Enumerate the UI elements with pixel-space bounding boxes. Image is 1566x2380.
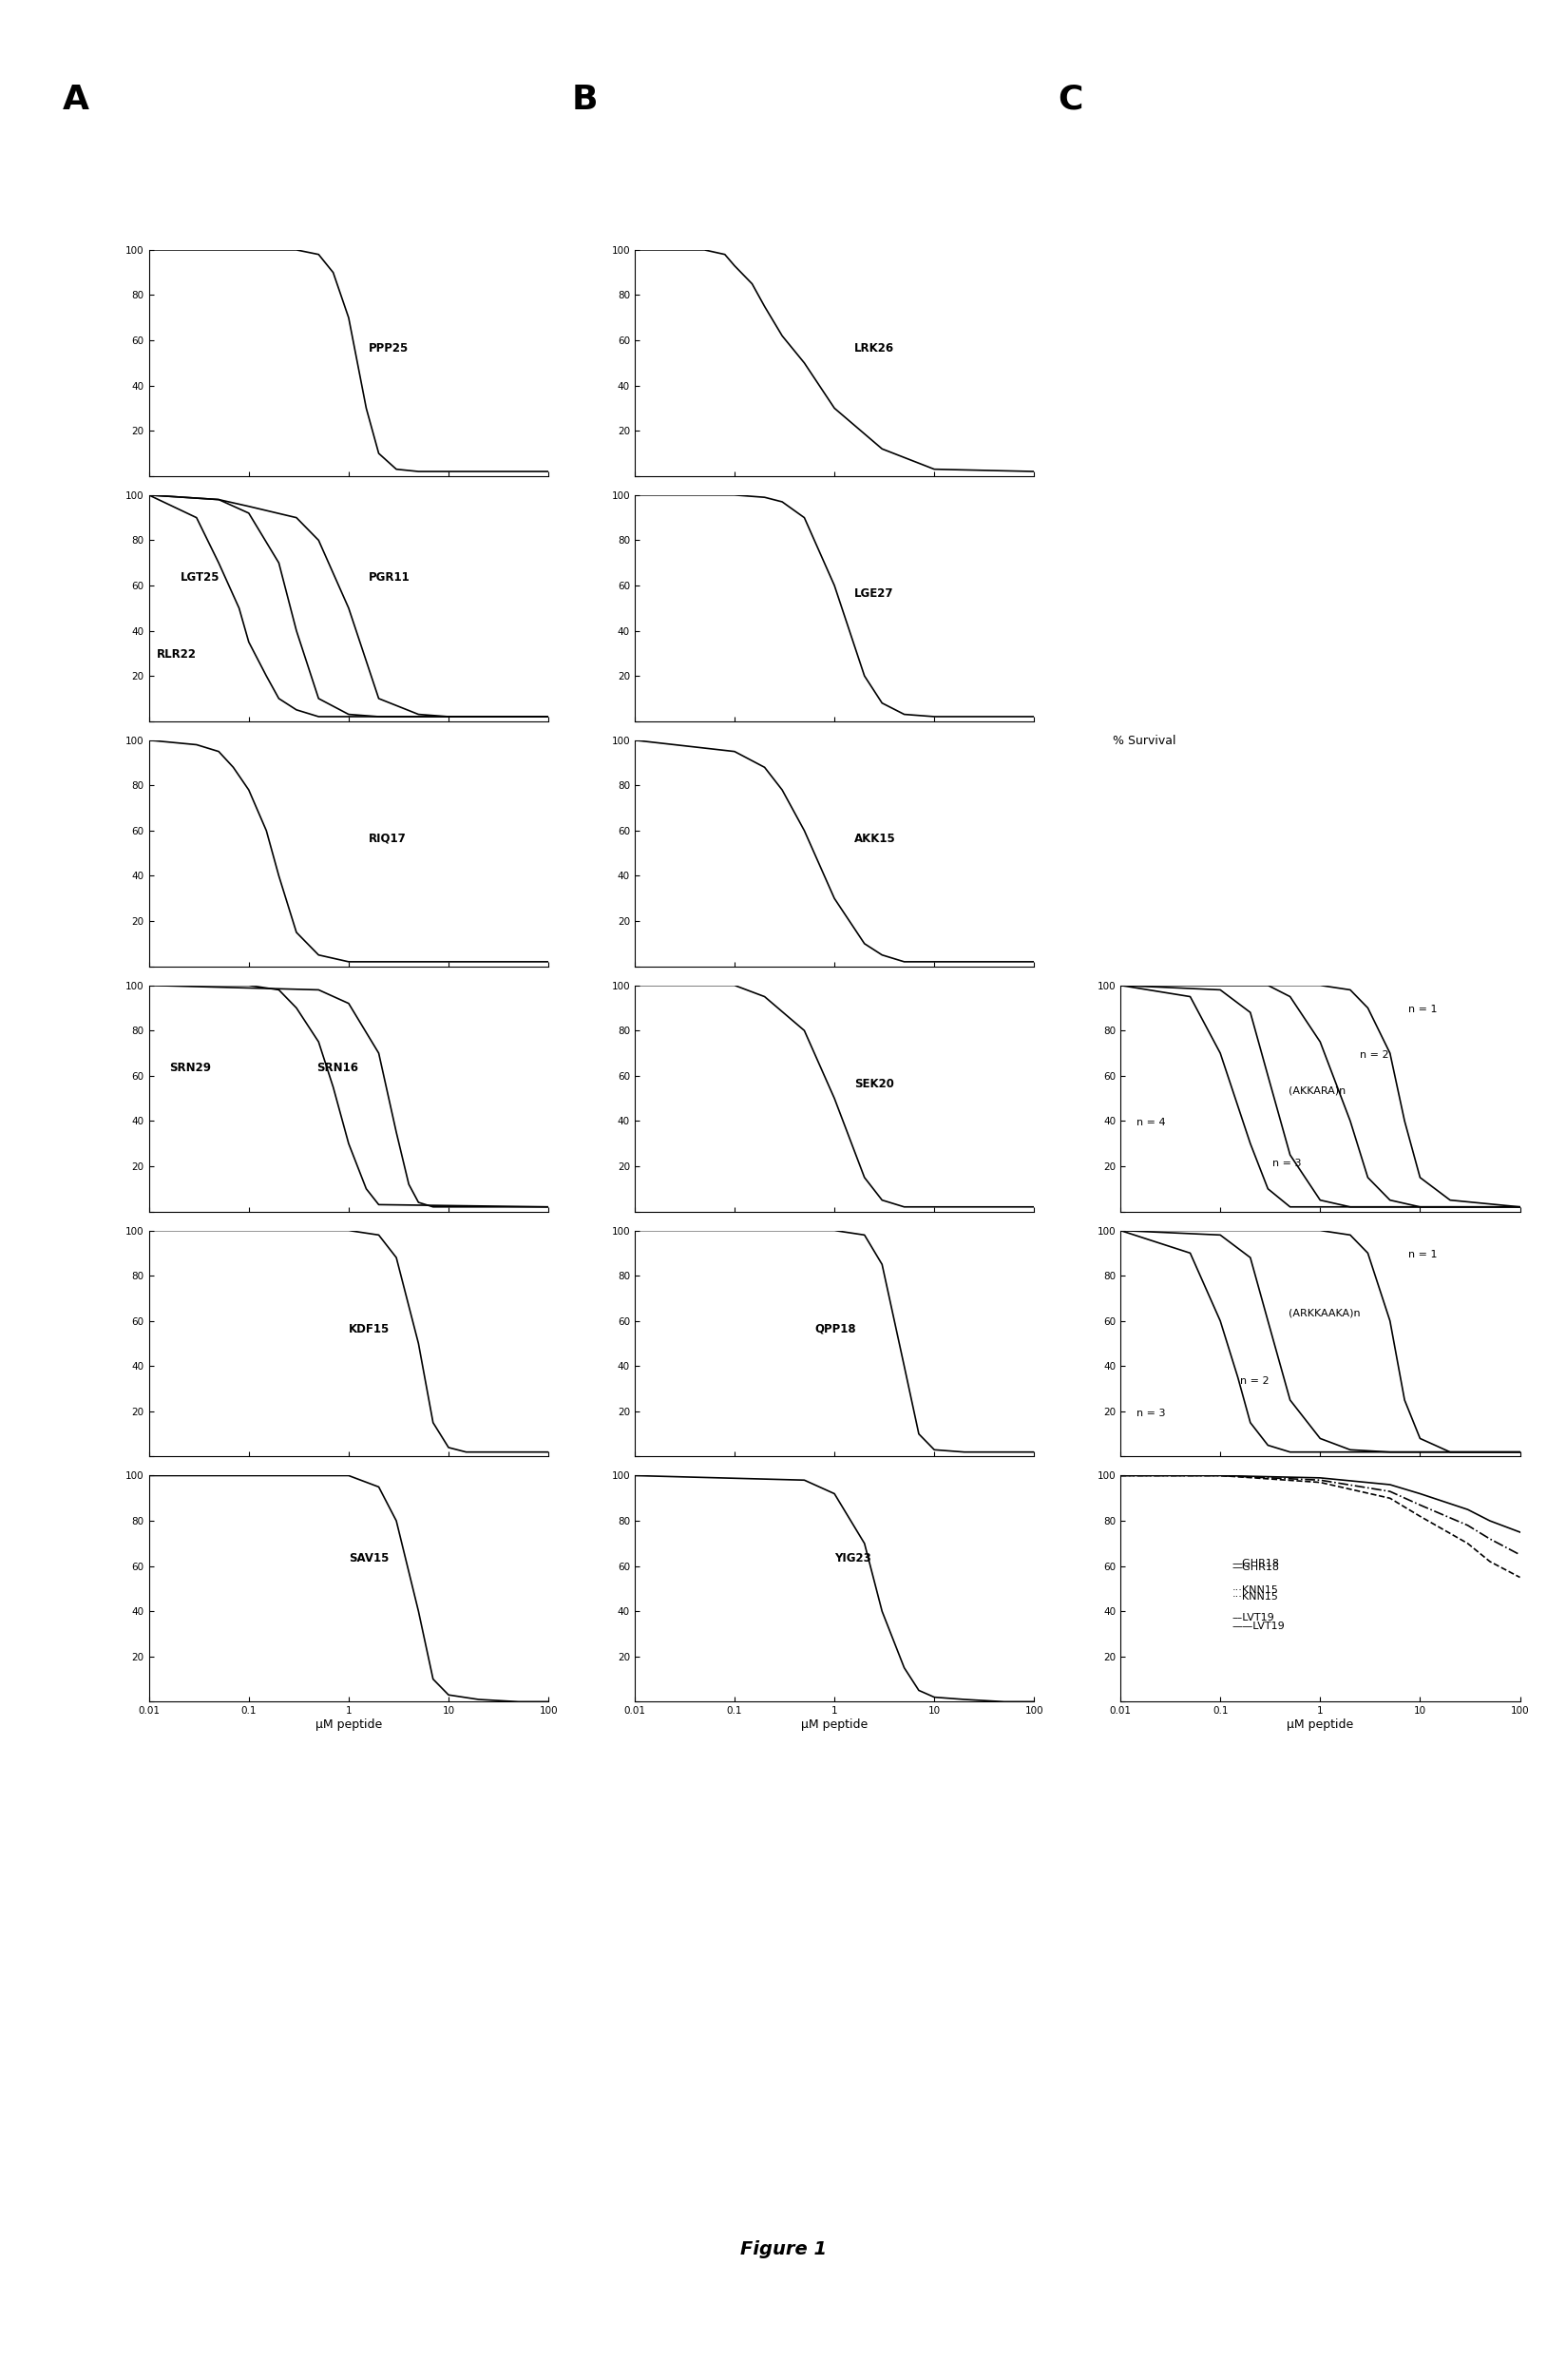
Text: n = 2: n = 2 xyxy=(1240,1376,1268,1385)
Text: n = 3: n = 3 xyxy=(1272,1159,1300,1169)
Text: n = 1: n = 1 xyxy=(1408,1250,1436,1259)
Text: RIQ17: RIQ17 xyxy=(368,833,406,845)
Text: A: A xyxy=(63,83,89,117)
X-axis label: μM peptide: μM peptide xyxy=(315,1718,382,1730)
X-axis label: μM peptide: μM peptide xyxy=(1286,1718,1353,1730)
Text: n = 2: n = 2 xyxy=(1359,1050,1389,1059)
Text: PPP25: PPP25 xyxy=(368,343,409,355)
Text: ––LVT19: ––LVT19 xyxy=(1231,1614,1275,1623)
Text: n = 4: n = 4 xyxy=(1135,1119,1165,1128)
Text: SAV15: SAV15 xyxy=(348,1552,388,1564)
Text: B: B xyxy=(572,83,598,117)
Text: AKK15: AKK15 xyxy=(853,833,896,845)
Text: (ARKKAAKA)n: (ARKKAAKA)n xyxy=(1287,1309,1359,1319)
Text: —GHR18: —GHR18 xyxy=(1231,1559,1279,1568)
Text: PGR11: PGR11 xyxy=(368,571,410,583)
Text: SEK20: SEK20 xyxy=(853,1078,894,1090)
X-axis label: μM peptide: μM peptide xyxy=(800,1718,868,1730)
Text: n = 1: n = 1 xyxy=(1408,1004,1436,1014)
Text: ···KNN15: ···KNN15 xyxy=(1231,1585,1278,1595)
Text: LRK26: LRK26 xyxy=(853,343,894,355)
Text: QPP18: QPP18 xyxy=(814,1323,855,1335)
Text: SRN29: SRN29 xyxy=(169,1061,210,1073)
Text: (AKKARA)n: (AKKARA)n xyxy=(1287,1085,1345,1095)
Text: RLR22: RLR22 xyxy=(157,647,197,662)
Text: YIG23: YIG23 xyxy=(835,1552,871,1564)
Text: SRN16: SRN16 xyxy=(316,1061,359,1073)
Text: —GHR18: —GHR18 xyxy=(1231,1564,1279,1573)
Text: % Survival: % Survival xyxy=(1112,735,1174,747)
Text: ···KNN15: ···KNN15 xyxy=(1231,1592,1278,1602)
Text: Figure 1: Figure 1 xyxy=(739,2240,827,2259)
Text: ——LVT19: ——LVT19 xyxy=(1231,1621,1284,1630)
Text: C: C xyxy=(1057,83,1082,117)
Text: LGT25: LGT25 xyxy=(180,571,221,583)
Text: LGE27: LGE27 xyxy=(853,588,893,600)
Text: n = 3: n = 3 xyxy=(1135,1409,1165,1418)
Text: KDF15: KDF15 xyxy=(348,1323,390,1335)
